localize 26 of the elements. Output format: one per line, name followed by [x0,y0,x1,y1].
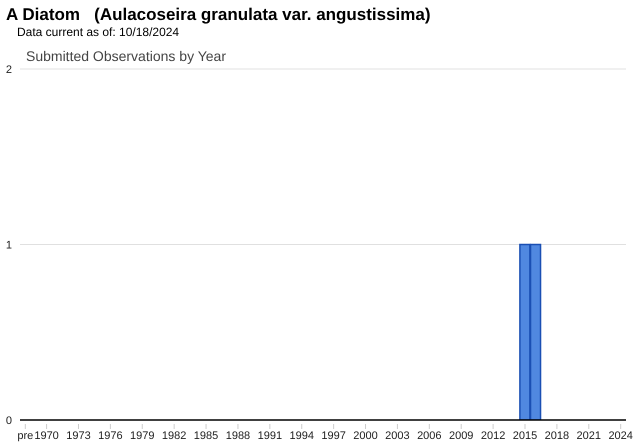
x-tick-label: 1985 [194,430,218,442]
y-tick-label: 0 [6,414,12,427]
x-tick-label: 2015 [512,430,538,442]
x-tick-label: 1991 [258,430,282,442]
x-tick-label: 2006 [417,430,442,442]
x-tick-label: 1997 [321,430,346,442]
x-tick-label: 2000 [353,430,378,442]
text: Submitted Observations by Year [26,48,226,64]
x-tick-label: 1994 [289,430,314,442]
chart-subtitle: Data current as of: 10/18/2024 [17,25,180,39]
x-tick-label: 1973 [66,430,91,442]
x-tick-label: 2024 [608,430,633,442]
x-tick-label: 1979 [130,430,155,442]
x-tick-label: 2018 [544,430,570,442]
x-tick-label: 2003 [385,430,410,442]
x-tick-label: pre [17,430,34,442]
x-tick-label: 1988 [226,430,250,442]
x-tick-label: 1982 [162,430,186,442]
x-tick-label: 2021 [576,430,602,442]
y-tick-label: 2 [6,64,12,76]
y-tick-label: 1 [6,239,12,252]
x-tick-label: 1970 [34,430,59,442]
x-tick-label: 2009 [448,430,474,442]
x-tick-label: 1976 [98,430,123,442]
x-tick-label: 2012 [480,430,506,442]
chart-title: A Diatom (Aulacoseira granulata var. angustissima) [6,5,431,25]
